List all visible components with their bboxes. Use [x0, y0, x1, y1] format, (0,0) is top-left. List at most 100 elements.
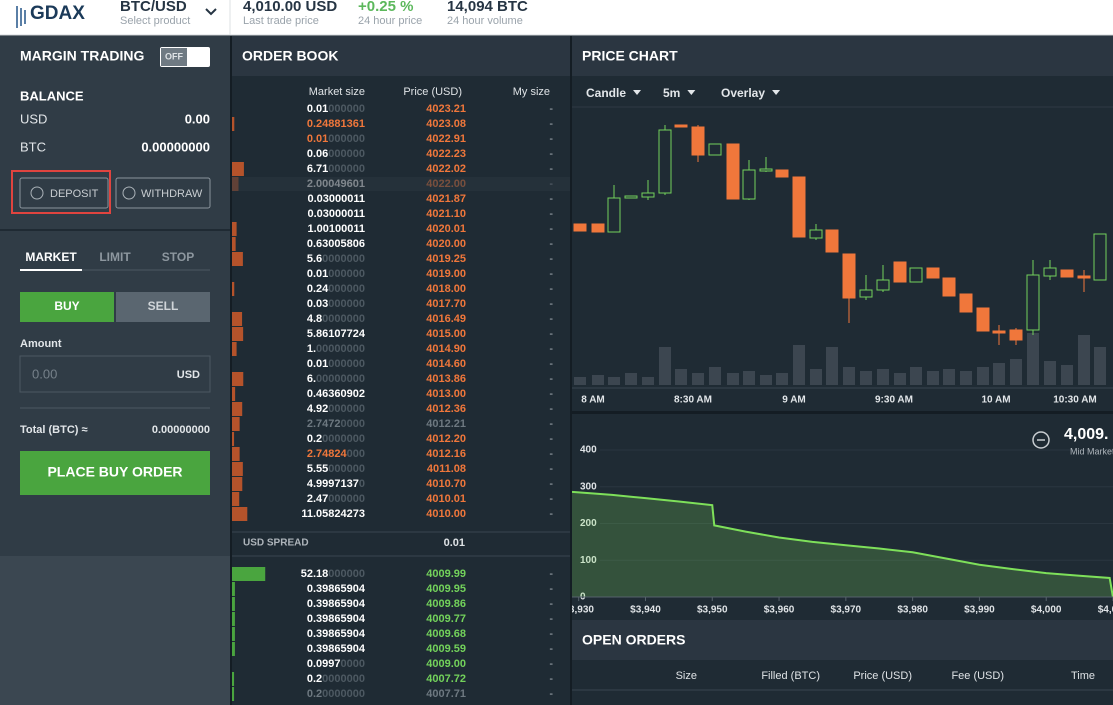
order-size: 6.00000000: [307, 373, 365, 385]
amount-placeholder: 0.00: [32, 366, 57, 381]
volume-bar: [1044, 361, 1056, 385]
candle: [573, 223, 587, 232]
my-size: -: [549, 163, 553, 175]
depth-bar: [232, 477, 243, 491]
my-size: -: [549, 298, 553, 310]
order-price: 4009.86: [426, 598, 466, 610]
order-tab[interactable]: MARKET: [25, 250, 77, 264]
order-price: 4009.95: [426, 583, 466, 595]
x-tick-label: $3,980: [897, 605, 928, 616]
product-caret[interactable]: [205, 8, 217, 16]
order-size: 0.24000000: [307, 283, 365, 295]
order-size: 0.39865904: [307, 643, 366, 655]
column-header: Size: [676, 670, 697, 682]
order-size: 4.80000000: [307, 313, 365, 325]
x-tick-label: $3,960: [764, 605, 795, 616]
candle: [859, 289, 873, 298]
submit-label[interactable]: PLACE BUY ORDER: [47, 464, 182, 480]
buy-button[interactable]: [20, 292, 114, 322]
order-size: 0.01000000: [307, 103, 365, 115]
volume-sub: 24 hour volume: [447, 15, 523, 27]
order-price: 4023.08: [426, 118, 466, 130]
divider: [572, 411, 1113, 414]
my-size: -: [549, 598, 553, 610]
depth-bar: [232, 567, 266, 581]
order-price: 4013.86: [426, 373, 466, 385]
withdraw-label[interactable]: WITHDRAW: [141, 188, 203, 200]
depth-bar: [232, 447, 240, 461]
order-size: 0.01000000: [307, 133, 365, 145]
my-size: -: [549, 268, 553, 280]
chart-control[interactable]: Candle: [586, 86, 626, 100]
my-size: -: [549, 208, 553, 220]
order-price: 4011.08: [427, 463, 466, 475]
x-tick-label: $3,950: [697, 605, 728, 616]
spread-label: USD SPREAD: [243, 538, 309, 549]
order-price: 4012.16: [426, 448, 466, 460]
amount-input[interactable]: [19, 355, 211, 393]
withdraw-button[interactable]: [115, 177, 211, 209]
deposit-button[interactable]: [19, 177, 109, 209]
order-price: 4020.01: [426, 223, 466, 235]
zoom-out[interactable]: [1032, 431, 1050, 449]
depth-bar: [232, 372, 244, 386]
my-size: -: [549, 403, 553, 415]
sep: [570, 36, 572, 705]
product: BTC/USD: [120, 0, 187, 15]
column-header: Price (USD): [853, 670, 912, 682]
x-tick-label: $4,000: [1031, 605, 1062, 616]
candle: [658, 129, 672, 194]
order-price: 4007.72: [426, 673, 466, 685]
depth-bar: [232, 672, 235, 686]
x-tick-label: $3,970: [831, 605, 862, 616]
order-size: 2.47000000: [307, 493, 365, 505]
depth-bar: [232, 687, 235, 701]
balance-amount: 0.00000000: [141, 139, 210, 154]
order-size: 1.00100011: [307, 223, 365, 235]
my-size: -: [549, 358, 553, 370]
chart-control[interactable]: Overlay: [721, 86, 765, 100]
sidebar-lower: [0, 556, 230, 705]
candle: [775, 169, 789, 178]
balance-currency: USD: [20, 111, 47, 126]
order-price: 4010.00: [426, 508, 466, 520]
order-price: 4023.21: [426, 103, 466, 115]
order-price: 4017.70: [426, 298, 466, 310]
order-price: 4009.68: [426, 628, 466, 640]
toggle-label: OFF: [165, 51, 183, 61]
x-tick-label: $3,940: [630, 605, 661, 616]
order-tab[interactable]: STOP: [162, 250, 194, 264]
toggle-off[interactable]: [161, 48, 187, 66]
order-price: 4014.90: [426, 343, 466, 355]
x-tick-label: $3,930: [563, 605, 594, 616]
candles: 8 AM 8:30 AM 9 AM 9:30 AM 10 AM 10:30 AM: [573, 124, 1107, 406]
my-size: -: [549, 688, 553, 700]
order-tab[interactable]: LIMIT: [99, 250, 131, 264]
submit-button[interactable]: [20, 451, 210, 495]
candle: [792, 176, 806, 238]
order-size: 5.60000000: [307, 253, 365, 265]
my-size: -: [549, 238, 553, 250]
chart-control[interactable]: 5m: [663, 86, 680, 100]
candle: [742, 169, 756, 200]
depth-bar: [232, 312, 243, 326]
candle: [1009, 329, 1023, 341]
sell-label[interactable]: SELL: [148, 299, 179, 313]
my-size: -: [549, 328, 553, 340]
depth-bar: [232, 162, 244, 176]
volume-bar: [960, 371, 972, 385]
order-price: 4022.23: [426, 148, 466, 160]
candle: [926, 267, 940, 279]
sell-button[interactable]: [116, 292, 210, 322]
my-size: -: [549, 103, 553, 115]
order-size: 4.92000000: [307, 403, 365, 415]
volume-bar: [993, 363, 1005, 385]
candle: [759, 168, 773, 172]
deposit-label[interactable]: DEPOSIT: [50, 188, 99, 200]
order-size: 0.06000000: [307, 148, 365, 160]
my-size: -: [549, 253, 553, 265]
candle: [624, 195, 638, 199]
buy-label[interactable]: BUY: [54, 299, 79, 313]
change: +0.25 %: [358, 0, 413, 15]
